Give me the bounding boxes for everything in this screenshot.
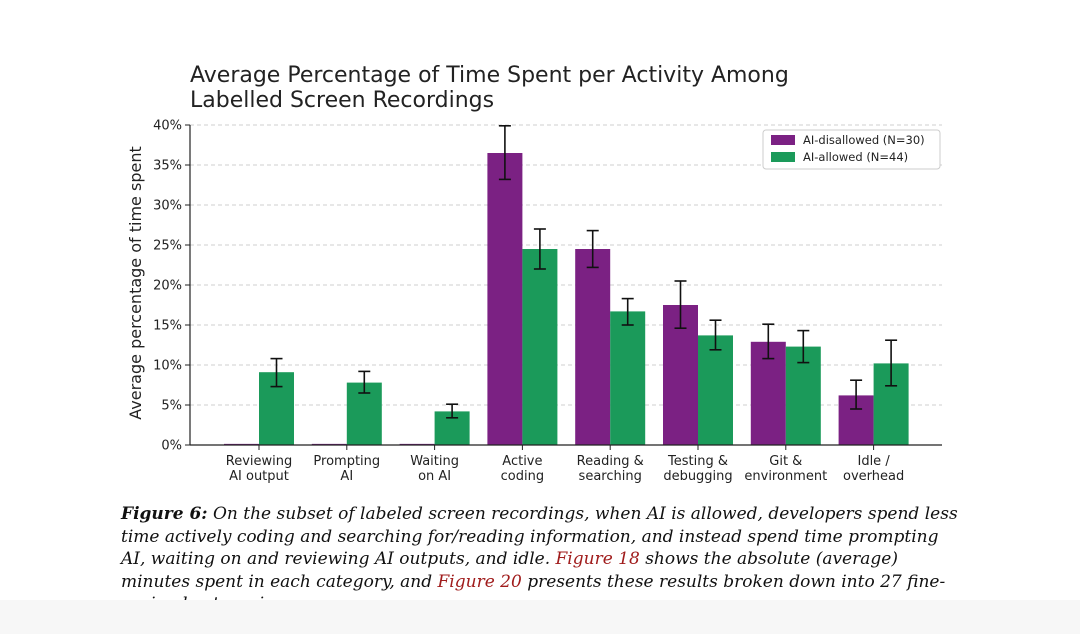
x-tick-label: Testing & [667,454,728,469]
x-tick-label: AI output [229,469,289,484]
x-tick-label: overhead [843,469,904,484]
bar-ai-allowed [698,335,733,445]
bar-ai-disallowed [487,153,523,445]
x-tick-label: Active [502,454,542,469]
x-tick-label: coding [501,469,544,484]
y-tick-label: 15% [153,319,182,334]
y-tick-label: 25% [153,239,182,254]
x-tick-label: Git & [769,454,802,469]
legend-swatch [771,152,795,162]
y-tick-label: 35% [153,159,182,174]
y-axis-title: Average percentage of time spent [126,146,145,419]
chart-title-line: Labelled Screen Recordings [190,88,494,113]
legend: AI-disallowed (N=30) AI-allowed (N=44) [762,129,941,170]
x-tick-label: Reviewing [226,454,293,469]
figure-caption: Figure 6: On the subset of labeled scree… [121,503,961,616]
y-tick-label: 10% [153,359,182,374]
x-tick-label: searching [579,469,642,484]
caption-label: Figure 6: [121,504,208,524]
y-tick-label: 20% [153,279,182,294]
x-tick-label: Waiting [410,454,459,469]
caption-text-1: On the subset of labeled screen recordin… [121,504,958,569]
bars [224,153,909,446]
legend-label: AI-disallowed (N=30) [803,133,925,147]
y-tick-label: 5% [161,399,182,414]
y-tick-label: 40% [153,119,182,134]
x-tick-label: Idle / [857,454,890,469]
x-tick-label: environment [744,469,827,484]
caption-text-2: shows the absolute (average) minutes spe… [121,549,898,592]
error-bars [270,125,898,419]
x-tick-label: on AI [418,469,451,484]
x-tick-label: AI [340,469,353,484]
x-tick-label: Reading & [577,454,644,469]
figure-18-link[interactable]: Figure 18 [555,549,640,569]
legend-swatch [771,135,795,145]
figure-20-link[interactable]: Figure 20 [437,571,522,592]
bar-ai-allowed [522,249,558,445]
page-footer-band [0,600,1080,634]
legend-label: AI-allowed (N=44) [803,150,908,164]
legend-box [762,129,941,170]
y-tick-label: 0% [161,439,182,454]
chart-title: Average Percentage of Time Spent per Act… [190,63,789,113]
x-tick-label: debugging [663,469,732,484]
bar-chart: Average Percentage of Time Spent per Act… [126,63,942,484]
x-tick-label: Prompting [313,454,380,469]
bar-ai-allowed [610,311,646,445]
y-tick-label: 30% [153,199,182,214]
bar-ai-disallowed [575,249,611,445]
chart-title-line: Average Percentage of Time Spent per Act… [190,63,789,88]
y-axis: 0% 5% 10% 15% 20% 25% 30% 35% 40% Average percent… [126,119,191,454]
